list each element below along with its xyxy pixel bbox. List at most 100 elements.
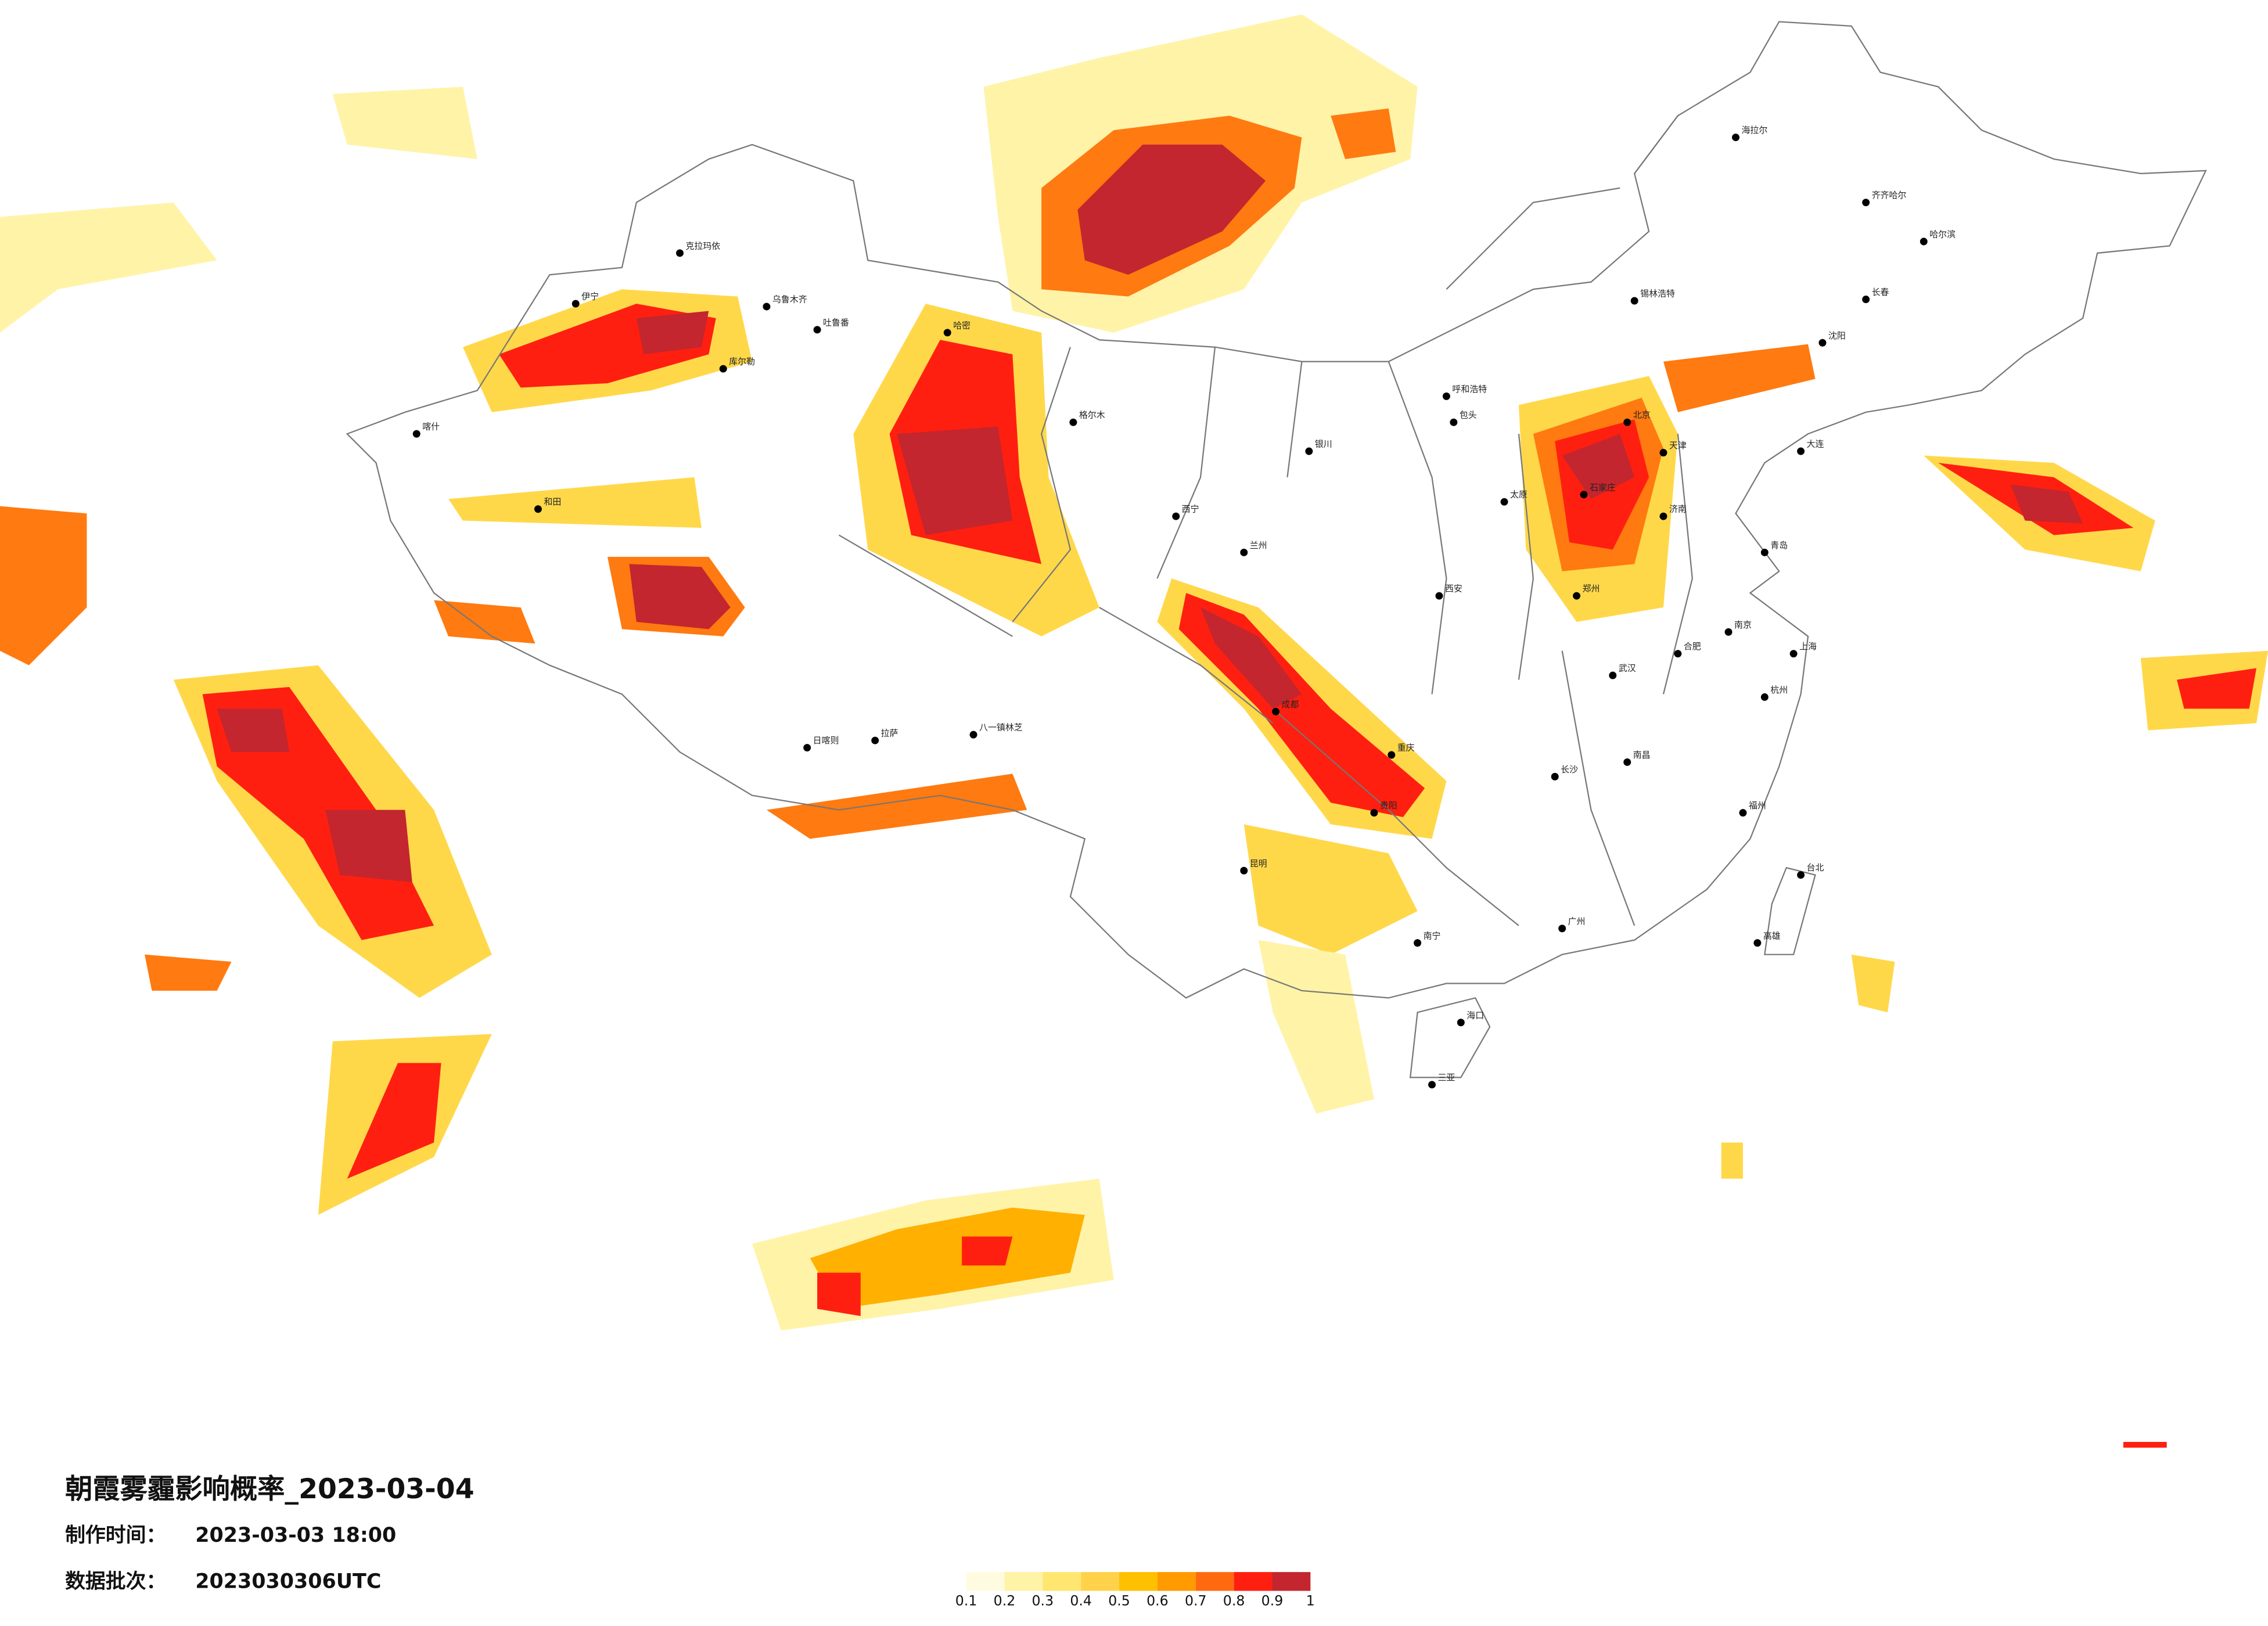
haze-area <box>817 1236 1013 1316</box>
city-label: 合肥 <box>1684 641 1701 652</box>
city-dot <box>1069 418 1077 426</box>
city-label: 台北 <box>1807 862 1824 873</box>
country-border <box>346 21 2207 999</box>
haze-area <box>1721 954 1895 1179</box>
legend-tick-label: 0.2 <box>994 1592 1016 1609</box>
haze-area <box>0 506 87 665</box>
haze-area <box>1201 607 1302 709</box>
city-dot <box>412 430 420 438</box>
city-dot <box>1630 297 1638 305</box>
city-dot <box>1797 871 1805 879</box>
haze-area <box>347 1063 441 1179</box>
made-time-label: 制作时间： <box>65 1524 166 1547</box>
haze-area <box>897 426 1013 535</box>
haze-area <box>636 311 709 355</box>
city-dot <box>676 249 684 257</box>
haze-area <box>1331 108 1396 159</box>
city-label: 杭州 <box>1770 685 1788 695</box>
legend-swatch <box>1043 1572 1081 1591</box>
city-label: 广州 <box>1568 916 1586 926</box>
map-title: 朝霞雾霾影响概率_2023-03-04 <box>65 1473 475 1505</box>
city-label: 哈尔滨 <box>1929 229 1956 239</box>
city-dot <box>1797 447 1805 455</box>
city-label: 三亚 <box>1437 1072 1455 1082</box>
city-label: 天津 <box>1669 440 1687 451</box>
city-dot <box>1551 772 1559 780</box>
legend-swatch <box>1081 1572 1120 1591</box>
city-dot <box>1659 449 1667 456</box>
haze-area <box>2010 484 2083 524</box>
province-border <box>838 115 1693 926</box>
city-dot <box>1240 866 1248 875</box>
city-dot <box>1442 392 1450 400</box>
city-dot <box>1724 628 1733 636</box>
city-label: 太原 <box>1510 490 1527 500</box>
legend-swatch <box>1157 1572 1196 1591</box>
city-dot <box>1388 751 1396 759</box>
city-label: 格尔木 <box>1079 410 1105 420</box>
haze-area <box>2177 668 2257 709</box>
city-dot <box>1500 498 1508 506</box>
city-dot <box>1818 339 1827 347</box>
city-dot <box>1414 939 1422 947</box>
city-dot <box>1428 1081 1436 1089</box>
legend-swatch <box>1119 1572 1158 1591</box>
haze-area <box>0 87 477 333</box>
city-dot <box>871 736 879 744</box>
city-dot <box>1674 650 1682 658</box>
haze-area <box>145 954 232 991</box>
haze-area <box>1077 145 1266 275</box>
batch-value: 2023030306UTC <box>195 1570 381 1593</box>
city-label: 哈密 <box>953 320 971 330</box>
city-label: 济南 <box>1669 504 1687 515</box>
haze-area <box>217 708 412 883</box>
city-dot <box>1580 491 1588 499</box>
city-label: 齐齐哈尔 <box>1872 190 1907 200</box>
city-dot <box>803 744 811 752</box>
city-dot <box>1862 199 1870 207</box>
city-label: 贵阳 <box>1380 800 1397 811</box>
city-label: 乌鲁木齐 <box>772 294 807 305</box>
city-label: 武汉 <box>1619 663 1636 674</box>
city-dot <box>1609 671 1617 679</box>
city-label: 上海 <box>1799 641 1817 652</box>
city-dot <box>813 326 821 334</box>
city-label: 拉萨 <box>881 728 898 739</box>
batch-label: 数据批次： <box>65 1570 166 1593</box>
city-dot <box>1457 1019 1465 1027</box>
city-label: 包头 <box>1460 410 1477 420</box>
city-dot <box>1305 447 1313 455</box>
city-dot <box>1623 418 1631 426</box>
city-label: 海口 <box>1467 1010 1484 1020</box>
haze-area <box>766 774 1027 839</box>
island-border <box>1764 866 1816 955</box>
city-dot <box>572 300 580 308</box>
city-label: 日喀则 <box>813 735 839 746</box>
city-label: 喀什 <box>422 422 440 432</box>
legend-tick-label: 0.1 <box>955 1592 977 1609</box>
city-label: 北京 <box>1633 410 1651 420</box>
city-label: 大连 <box>1807 439 1824 449</box>
city-dot <box>1370 809 1378 817</box>
city-dot <box>1272 707 1280 715</box>
legend-swatch <box>1004 1572 1043 1591</box>
legend-tick-label: 0.5 <box>1108 1592 1130 1609</box>
city-dot <box>1659 512 1667 520</box>
borders <box>346 21 2207 1078</box>
city-dot <box>1760 693 1769 701</box>
city-dot <box>943 329 951 337</box>
island-border <box>1409 997 1491 1078</box>
haze-area <box>629 564 731 629</box>
city-label: 西安 <box>1445 584 1462 594</box>
legend-swatch <box>966 1572 1005 1591</box>
city-label: 长春 <box>1872 287 1889 297</box>
city-label: 南京 <box>1734 620 1752 630</box>
city-dot <box>763 303 771 311</box>
haze-area <box>810 1207 1085 1309</box>
city-label: 沈阳 <box>1828 330 1846 341</box>
city-dot <box>1573 592 1581 600</box>
legend-tick-label: 0.4 <box>1070 1592 1092 1609</box>
legend-tick-label: 1 <box>1306 1592 1315 1609</box>
